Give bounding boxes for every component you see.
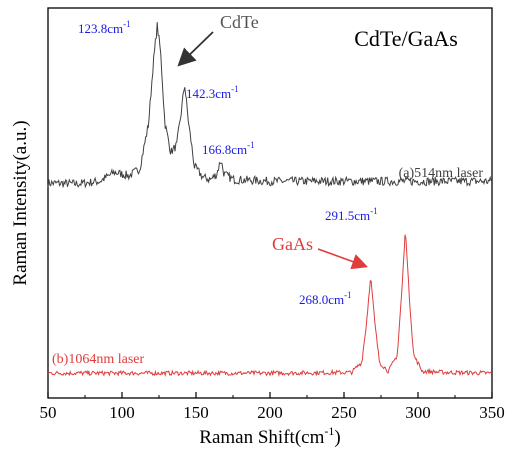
- x-tick-label: 150: [183, 403, 209, 422]
- x-axis-ticks: 50 100 150 200 250 300 350: [40, 392, 505, 422]
- x-tick-label: 50: [40, 403, 57, 422]
- x-axis-label: Raman Shift(cm-1): [199, 424, 340, 447]
- y-axis-label: Raman Intensity(a.u.): [10, 120, 31, 285]
- plot-frame: [47, 7, 493, 399]
- cdte-arrow: [177, 31, 214, 67]
- x-tick-label: 350: [479, 403, 505, 422]
- series-label-514nm: (a)514nm laser: [399, 166, 484, 181]
- chart-title: CdTe/GaAs: [354, 26, 458, 51]
- peak-label-291: 291.5cm-1: [325, 206, 378, 223]
- series-line-514nm: [47, 22, 492, 189]
- x-tick-label: 100: [109, 403, 135, 422]
- gaas-label: GaAs: [272, 234, 313, 254]
- peak-label-123: 123.8cm-1: [78, 19, 131, 36]
- gaas-arrow: [317, 248, 369, 270]
- series-line-1064nm: [47, 234, 492, 378]
- peak-label-268: 268.0cm-1: [299, 290, 352, 307]
- x-tick-label: 300: [405, 403, 431, 422]
- cdte-label: CdTe: [220, 12, 259, 32]
- peak-label-142: 142.3cm-1: [186, 84, 239, 101]
- x-tick-label: 200: [257, 403, 283, 422]
- peak-label-166: 166.8cm-1: [202, 140, 255, 157]
- series-label-1064nm: (b)1064nm laser: [52, 352, 144, 367]
- x-tick-label: 250: [331, 403, 357, 422]
